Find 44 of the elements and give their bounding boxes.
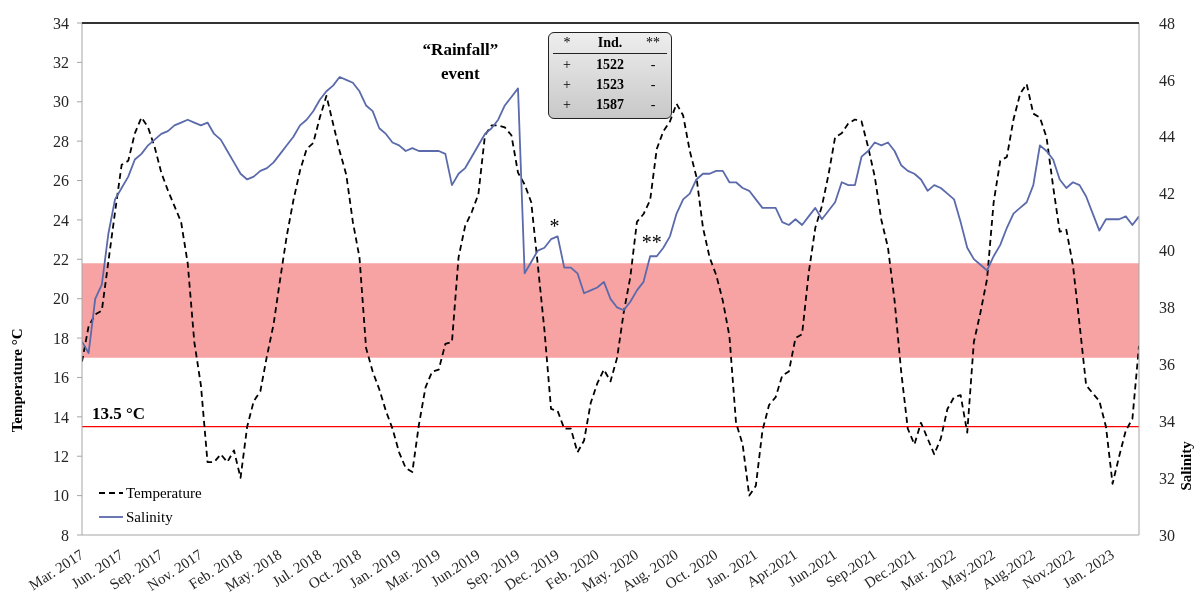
annotation: - <box>650 77 656 92</box>
y-tick-label: 24 <box>53 211 69 229</box>
y-tick-label: 10 <box>53 487 69 505</box>
annotation: + <box>563 57 571 72</box>
y2-tick-label: 40 <box>1159 242 1175 260</box>
annotation: 1523 <box>596 77 624 92</box>
y2-tick-label: 30 <box>1159 526 1175 544</box>
y2-tick-label: 36 <box>1159 356 1175 374</box>
ref-line-label: 13.5 °C <box>92 403 146 423</box>
y-tick-label: 16 <box>53 369 69 387</box>
y-tick-label: 22 <box>53 250 69 268</box>
annotation: “Rainfall” event <box>422 40 499 84</box>
legend-label: Salinity <box>126 508 173 526</box>
annotation: * <box>563 35 571 50</box>
y-tick-label: 18 <box>53 329 69 347</box>
y2-tick-label: 38 <box>1159 299 1175 317</box>
y2-tick-label: 46 <box>1159 71 1175 89</box>
annotation: ** <box>641 231 662 254</box>
y-tick-label: 8 <box>61 526 69 544</box>
y-tick-label: 28 <box>53 132 69 150</box>
y-tick-label: 12 <box>53 447 69 465</box>
annotation: + <box>563 77 571 92</box>
y-tick-label: 34 <box>53 14 69 32</box>
y-tick-label: 14 <box>53 408 69 426</box>
annotation: 1587 <box>596 97 624 112</box>
y-axis-title: Temperature °C <box>9 328 25 433</box>
annotation: Ind. <box>597 35 623 50</box>
y2-tick-label: 32 <box>1159 469 1175 487</box>
y-tick-label: 32 <box>53 54 69 72</box>
y2-tick-label: 34 <box>1159 412 1175 430</box>
y-tick-label: 30 <box>53 93 69 111</box>
annotation: + <box>563 97 571 112</box>
y2-tick-label: 44 <box>1159 128 1175 146</box>
annotation: ** <box>646 35 660 50</box>
legend-label: Temperature <box>126 484 202 502</box>
annotation: - <box>650 57 656 72</box>
y-tick-label: 26 <box>53 172 69 190</box>
y2-tick-label: 48 <box>1159 14 1175 32</box>
y-tick-label: 20 <box>53 290 69 308</box>
annotation: - <box>650 97 656 112</box>
annotation: 1522 <box>596 57 624 72</box>
annotation: * <box>549 215 560 238</box>
y2-tick-label: 42 <box>1159 185 1175 203</box>
y2-axis-title: Salinity <box>1178 440 1194 491</box>
